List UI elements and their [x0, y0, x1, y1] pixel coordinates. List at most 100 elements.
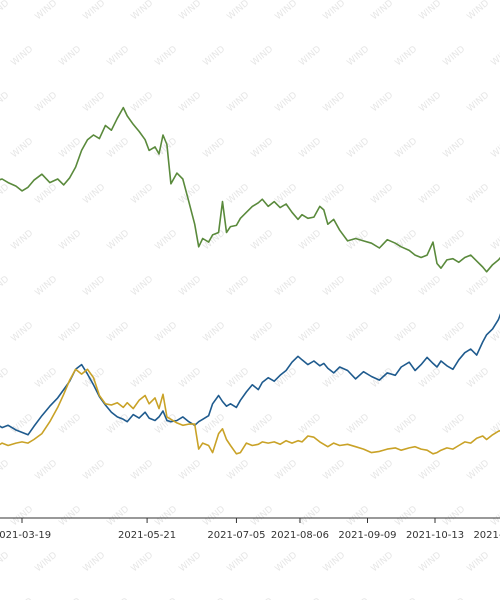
watermark-text: WIND — [274, 182, 300, 206]
watermark-text: WIND — [154, 136, 180, 160]
watermark-text: WIND — [106, 320, 132, 344]
series-line-3 — [0, 368, 500, 455]
watermark-text: WIND — [178, 366, 204, 390]
watermark-text: WIND — [178, 182, 204, 206]
watermark-text: WIND — [0, 182, 11, 206]
watermark-text: WIND — [202, 596, 228, 600]
watermark-text: WIND — [394, 136, 420, 160]
watermark-text: WIND — [34, 366, 60, 390]
watermark-text: WIND — [442, 504, 468, 528]
watermark-text: WIND — [298, 412, 324, 436]
x-tick-label: 2021-03-19 — [0, 530, 51, 541]
watermark-text: WIND — [10, 136, 36, 160]
watermark-text: WIND — [298, 44, 324, 68]
watermark-text: WIND — [82, 550, 108, 574]
watermark-text: WIND — [226, 550, 252, 574]
watermark-text: WIND — [34, 0, 60, 22]
watermark-text: WIND — [202, 320, 228, 344]
watermark-text: WIND — [178, 90, 204, 114]
watermark-text: WIND — [274, 550, 300, 574]
watermark-text: WIND — [130, 90, 156, 114]
watermark-text: WIND — [370, 90, 396, 114]
watermark-text: WIND — [106, 228, 132, 252]
watermark-text: WIND — [490, 44, 500, 68]
watermark-text: WIND — [442, 320, 468, 344]
series-line-2 — [0, 313, 500, 436]
watermark-text: WIND — [466, 0, 492, 22]
watermark-text: WIND — [346, 136, 372, 160]
watermark-text: WIND — [418, 458, 444, 482]
watermark-text: WIND — [274, 0, 300, 22]
watermark-text: WIND — [10, 44, 36, 68]
watermark-text: WIND — [442, 228, 468, 252]
watermark-text: WIND — [250, 504, 276, 528]
watermark-text: WIND — [58, 596, 84, 600]
watermark-text: WIND — [466, 550, 492, 574]
watermark-text: WIND — [130, 0, 156, 22]
watermark-text: WIND — [178, 550, 204, 574]
watermark-text: WIND — [346, 504, 372, 528]
series-line-1 — [0, 106, 500, 273]
watermark-text: WIND — [322, 274, 348, 298]
watermark-text: WIND — [250, 44, 276, 68]
watermark-text: WIND — [322, 0, 348, 22]
watermark-text: WIND — [418, 90, 444, 114]
watermark-text: WIND — [442, 136, 468, 160]
watermark-text: WIND — [130, 274, 156, 298]
watermark-text: WIND — [466, 458, 492, 482]
watermark-text: WIND — [250, 412, 276, 436]
watermark-text: WIND — [202, 504, 228, 528]
x-axis: 2021-03-19 2021-05-21 2021-07-05 2021-08-06… — [0, 518, 500, 541]
watermark-text: WIND — [394, 504, 420, 528]
watermark-text: WIND — [298, 136, 324, 160]
watermark-text: WIND — [0, 0, 11, 22]
watermark-text: WIND — [322, 366, 348, 390]
x-tick-label: 2021-09-09 — [338, 530, 396, 541]
watermark-text: WIND — [418, 274, 444, 298]
watermark-text: WIND — [106, 596, 132, 600]
watermark-text: WIND — [418, 550, 444, 574]
watermark-text: WIND — [250, 320, 276, 344]
watermark-text: WIND — [442, 596, 468, 600]
watermark-text: WIND — [106, 504, 132, 528]
watermark-text: WIND — [0, 458, 11, 482]
watermark-text: WIND — [394, 320, 420, 344]
watermark-text: WIND — [490, 136, 500, 160]
watermark-text: WIND — [226, 182, 252, 206]
watermark-text: WIND — [106, 412, 132, 436]
watermark-text: WIND — [490, 596, 500, 600]
watermark-text: WIND — [418, 366, 444, 390]
watermark-text: WIND — [154, 596, 180, 600]
watermark-text: WIND — [490, 228, 500, 252]
watermark-text: WIND — [490, 504, 500, 528]
watermark-text: WIND — [298, 504, 324, 528]
watermark-text: WIND — [10, 504, 36, 528]
watermark-text: WIND — [346, 596, 372, 600]
watermark-text: WIND — [346, 44, 372, 68]
watermark-text: WIND — [10, 228, 36, 252]
watermark-text: WIND — [370, 0, 396, 22]
watermark-text: WIND — [250, 596, 276, 600]
watermark-text: WIND — [34, 182, 60, 206]
watermark-text: WIND — [418, 182, 444, 206]
series-layer — [0, 106, 500, 455]
watermark-text: WIND — [346, 412, 372, 436]
watermark-text: WIND — [490, 320, 500, 344]
watermark-text: WIND — [58, 320, 84, 344]
watermark-text: WIND — [154, 44, 180, 68]
watermark-text: WIND — [442, 44, 468, 68]
watermark-text: WIND — [370, 182, 396, 206]
watermark-text: WIND — [490, 412, 500, 436]
watermark-text: WIND — [250, 136, 276, 160]
watermark-text: WIND — [154, 228, 180, 252]
watermark-text: WIND — [130, 550, 156, 574]
watermark-text: WIND — [106, 136, 132, 160]
watermark-text: WIND — [82, 90, 108, 114]
watermark-text: WIND — [0, 366, 11, 390]
watermark-text: WIND — [130, 458, 156, 482]
watermark-text: WIND — [106, 44, 132, 68]
watermark-text: WIND — [370, 550, 396, 574]
watermark-text: WIND — [0, 90, 11, 114]
watermark-text: WIND — [82, 0, 108, 22]
